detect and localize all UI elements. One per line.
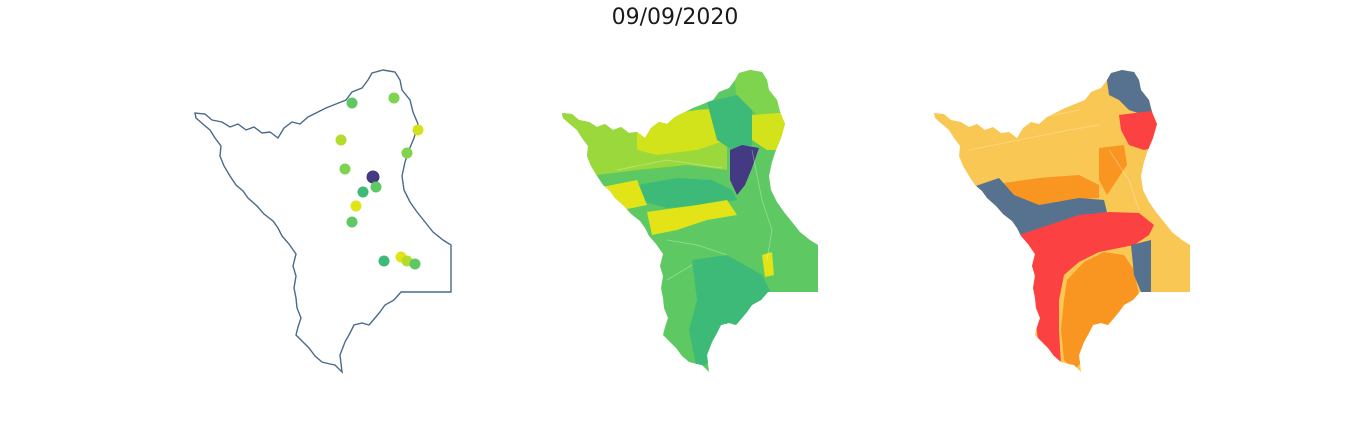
- station-point: [388, 92, 400, 104]
- station-points: [335, 92, 424, 270]
- category-region: [1004, 175, 1099, 205]
- basin-region: [647, 200, 737, 235]
- basin-region: [767, 222, 818, 292]
- viridis-choropleth-panel: [562, 70, 818, 372]
- station-point: [409, 258, 421, 270]
- station-point: [346, 216, 358, 228]
- category-region: [1099, 145, 1127, 195]
- category-region: [1131, 240, 1151, 292]
- category-region: [1019, 212, 1154, 365]
- station-point: [401, 147, 413, 159]
- station-point: [357, 186, 369, 198]
- station-point: [339, 163, 351, 175]
- basin-boundaries: [616, 149, 773, 281]
- point-map-panel: [194, 69, 452, 373]
- region-outline: [194, 69, 452, 373]
- station-point: [366, 170, 380, 184]
- basin-region: [707, 95, 752, 150]
- figure-title: 09/09/2020: [611, 5, 739, 30]
- category-choropleth-panel: [934, 70, 1190, 372]
- station-point: [412, 124, 424, 136]
- station-point: [335, 134, 347, 146]
- basin-region: [637, 178, 737, 208]
- category-region: [964, 178, 1107, 238]
- station-point: [350, 200, 362, 212]
- station-point: [378, 255, 390, 267]
- basin-region: [730, 145, 759, 195]
- category-region: [1151, 232, 1190, 292]
- station-point: [346, 97, 358, 109]
- basin-region: [762, 252, 774, 277]
- station-point: [370, 181, 382, 193]
